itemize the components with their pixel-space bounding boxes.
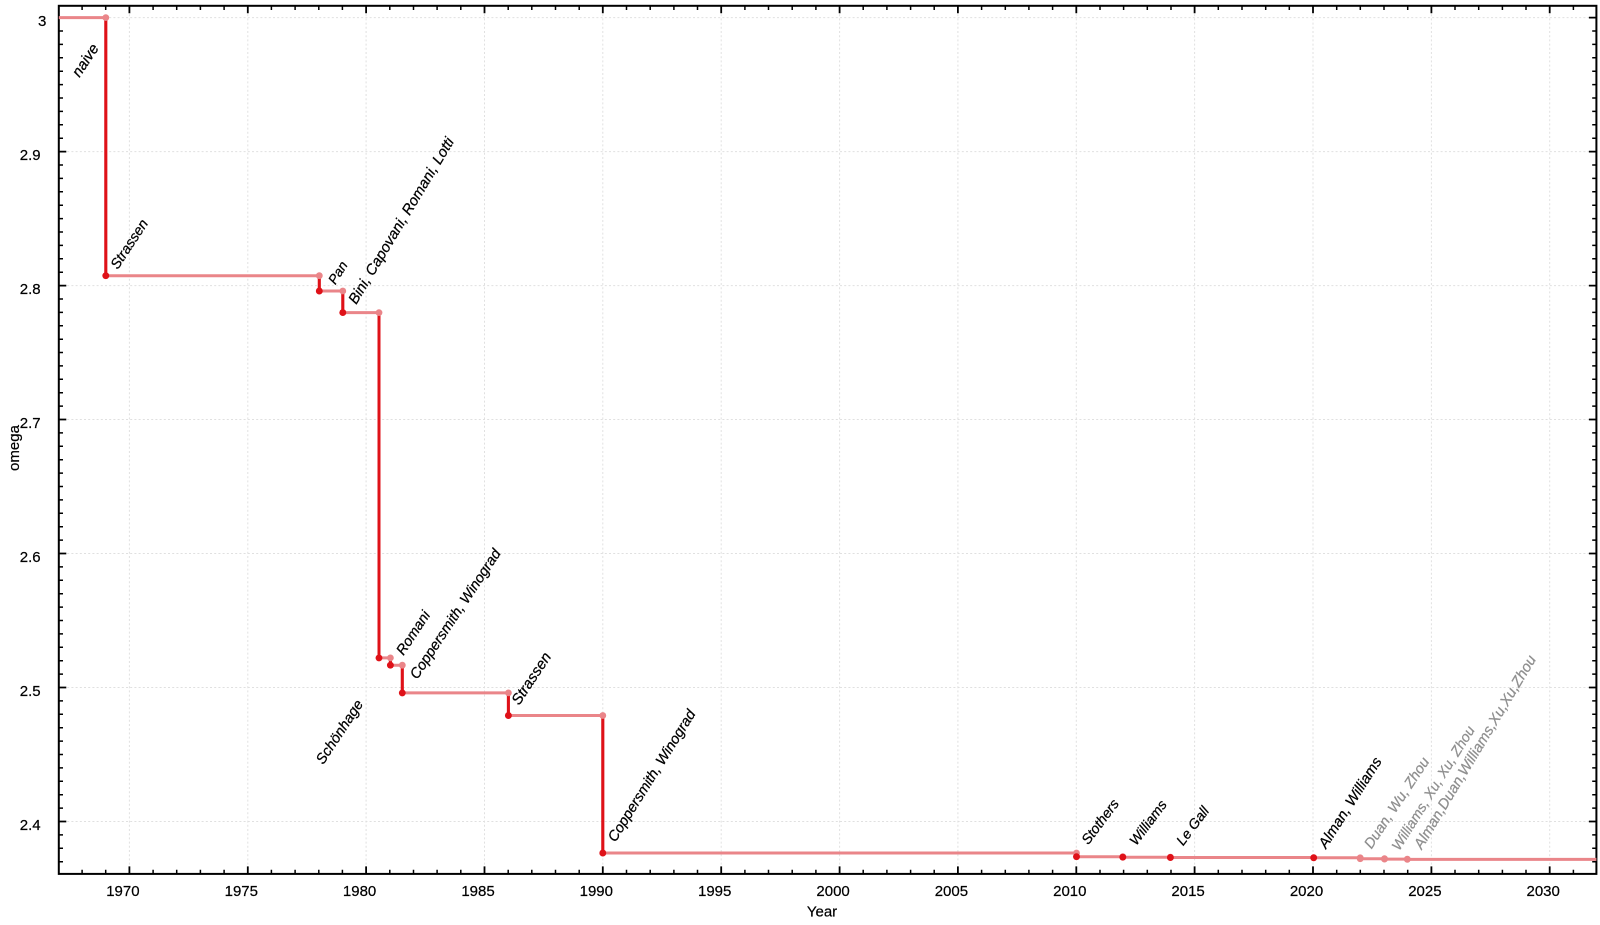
svg-text:2020: 2020 <box>1290 883 1323 900</box>
svg-text:1995: 1995 <box>698 883 731 900</box>
svg-text:2015: 2015 <box>1171 883 1204 900</box>
svg-text:2.5: 2.5 <box>20 683 41 700</box>
svg-text:2030: 2030 <box>1527 883 1560 900</box>
svg-text:2000: 2000 <box>816 883 849 900</box>
svg-text:2.4: 2.4 <box>20 817 41 834</box>
svg-text:2.9: 2.9 <box>20 147 41 164</box>
svg-text:2010: 2010 <box>1053 883 1086 900</box>
svg-text:2.8: 2.8 <box>20 281 41 298</box>
svg-text:2025: 2025 <box>1408 883 1441 900</box>
svg-text:3: 3 <box>38 13 46 30</box>
svg-text:1975: 1975 <box>225 883 258 900</box>
svg-text:1990: 1990 <box>580 883 613 900</box>
svg-text:1985: 1985 <box>461 883 494 900</box>
svg-text:1970: 1970 <box>106 883 139 900</box>
svg-text:Year: Year <box>807 904 837 921</box>
svg-text:2005: 2005 <box>935 883 968 900</box>
svg-text:1980: 1980 <box>343 883 376 900</box>
svg-text:2.7: 2.7 <box>20 415 41 432</box>
svg-text:omega: omega <box>6 424 23 471</box>
svg-text:2.6: 2.6 <box>20 549 41 566</box>
